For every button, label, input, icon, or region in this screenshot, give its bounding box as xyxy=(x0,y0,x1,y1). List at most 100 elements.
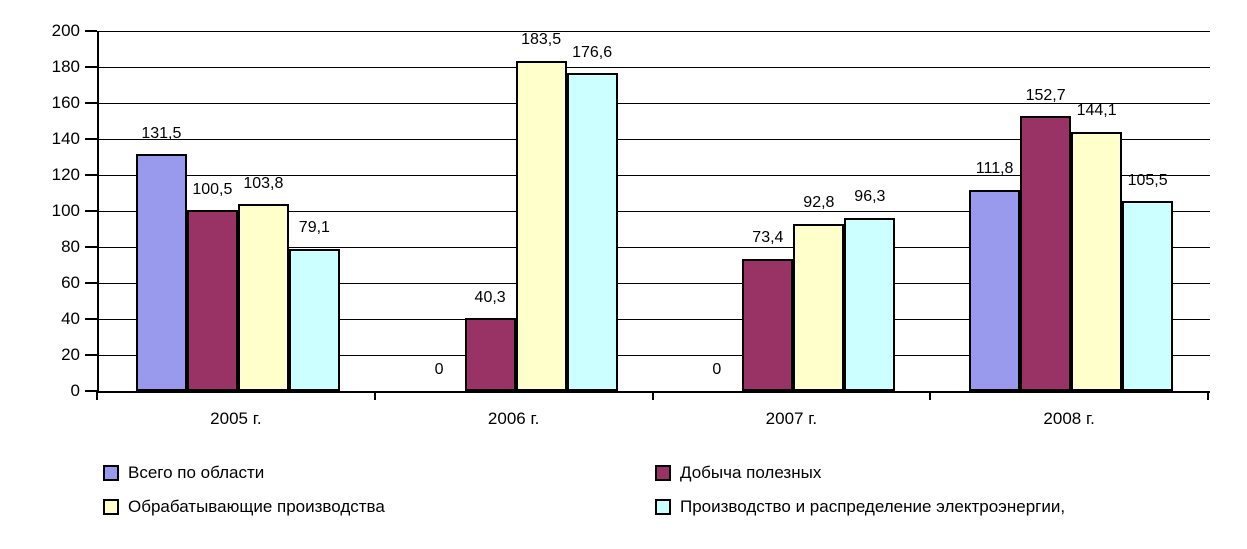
gridline-40 xyxy=(99,319,1210,320)
bar-2007 г.-series-2 xyxy=(793,223,845,391)
bar-value-label: 79,1 xyxy=(298,219,330,237)
y-tick-mark-40 xyxy=(85,318,97,320)
x-tick-mark-1 xyxy=(373,392,376,400)
bar-slot: 144,1 xyxy=(1071,31,1123,391)
x-category-label-2006 г.: 2006 г. xyxy=(487,409,540,428)
bar-2007 г.-series-1 xyxy=(742,258,794,391)
legend-item-3: Производство и распределение электроэнер… xyxy=(655,497,1223,517)
x-tick-mark-2 xyxy=(651,392,654,400)
legend-item-0: Всего по области xyxy=(103,463,655,483)
y-tick-label-100: 100 xyxy=(51,201,80,220)
bar-value-label: 40,3 xyxy=(474,288,506,306)
bar-value-label: 131,5 xyxy=(141,124,182,142)
y-tick-label-140: 140 xyxy=(51,129,80,148)
bar-slot: 40,3 xyxy=(464,31,516,391)
y-tick-label-180: 180 xyxy=(51,57,80,76)
bar-value-label: 0 xyxy=(712,361,722,379)
bar-slot: 176,6 xyxy=(566,31,618,391)
legend-label: Обрабатывающие производства xyxy=(128,497,385,516)
y-tick-label-0: 0 xyxy=(70,381,80,400)
gridline-20 xyxy=(99,355,1210,356)
x-tick-mark-3 xyxy=(929,392,932,400)
plot-area: 131,5 100,5 103,8 79,1 0 40,3 183,5 176,6 0 73,4 9… xyxy=(97,31,1210,393)
bar-value-label: 100,5 xyxy=(192,180,233,198)
bar-value-label: 92,8 xyxy=(803,194,835,212)
y-tick-mark-80 xyxy=(85,246,97,248)
y-tick-mark-200 xyxy=(85,30,97,32)
bar-slot: 131,5 xyxy=(135,31,187,391)
bar-value-label: 105,5 xyxy=(1127,171,1168,189)
bar-2005 г.-series-2 xyxy=(237,204,289,391)
bar-2008 г.-series-0 xyxy=(969,189,1021,391)
gridline-100 xyxy=(99,211,1210,212)
bar-slot: 152,7 xyxy=(1020,31,1072,391)
bar-value-label: 103,8 xyxy=(243,174,284,192)
y-tick-mark-160 xyxy=(85,102,97,104)
y-tick-mark-0 xyxy=(85,390,97,392)
bar-2006 г.-series-3 xyxy=(566,73,618,391)
legend-label: Производство и распределение электроэнер… xyxy=(680,497,1066,516)
bar-2006 г.-series-1 xyxy=(464,318,516,391)
category-group-2006 г.: 0 40,3 183,5 176,6 xyxy=(377,31,655,391)
bar-value-label: 96,3 xyxy=(854,188,886,206)
x-category-label-2005 г.: 2005 г. xyxy=(210,409,262,428)
legend: Всего по области Добыча полезных Обрабатыв… xyxy=(103,463,1223,517)
y-tick-mark-120 xyxy=(85,174,97,176)
legend-label: Всего по области xyxy=(128,463,265,482)
bar-value-label: 73,4 xyxy=(752,229,784,247)
bar-value-label: 152,7 xyxy=(1025,86,1066,104)
bar-value-label: 176,6 xyxy=(572,43,613,61)
y-tick-label-40: 40 xyxy=(61,309,80,328)
category-group-2008 г.: 111,8 152,7 144,1 105,5 xyxy=(932,31,1210,391)
x-category-label-2008 г.: 2008 г. xyxy=(1043,409,1095,428)
legend-swatch-icon xyxy=(103,465,119,481)
bar-slot: 79,1 xyxy=(288,31,340,391)
bar-slot: 183,5 xyxy=(515,31,567,391)
gridline-120 xyxy=(99,175,1210,176)
bar-value-label: 0 xyxy=(434,361,444,379)
y-tick-mark-140 xyxy=(85,138,97,140)
bar-slot: 92,8 xyxy=(793,31,845,391)
y-tick-label-60: 60 xyxy=(61,273,80,292)
y-tick-label-120: 120 xyxy=(51,165,80,184)
gridline-160 xyxy=(99,103,1210,104)
category-group-2007 г.: 0 73,4 92,8 96,3 xyxy=(655,31,933,391)
bar-value-label: 183,5 xyxy=(521,31,562,49)
bar-slot: 103,8 xyxy=(237,31,289,391)
bar-slot: 96,3 xyxy=(844,31,896,391)
legend-swatch-icon xyxy=(103,499,119,515)
bar-slot: 0 xyxy=(691,31,742,391)
legend-item-2: Обрабатывающие производства xyxy=(103,497,655,517)
bar-slot: 0 xyxy=(414,31,465,391)
bar-slot: 100,5 xyxy=(186,31,238,391)
bar-2006 г.-series-2 xyxy=(515,60,567,391)
y-tick-mark-180 xyxy=(85,66,97,68)
gridline-140 xyxy=(99,139,1210,140)
y-tick-label-20: 20 xyxy=(61,345,80,364)
bar-2005 г.-series-3 xyxy=(288,248,340,391)
gridline-60 xyxy=(99,283,1210,284)
bar-slot: 73,4 xyxy=(742,31,794,391)
gridline-200 xyxy=(99,31,1210,32)
bar-2008 г.-series-3 xyxy=(1122,201,1174,391)
bar-2005 г.-series-1 xyxy=(186,210,238,391)
legend-swatch-icon xyxy=(655,465,671,481)
bar-slot: 105,5 xyxy=(1122,31,1174,391)
y-tick-mark-60 xyxy=(85,282,97,284)
category-group-2005 г.: 131,5 100,5 103,8 79,1 xyxy=(99,31,377,391)
bar-2005 г.-series-0 xyxy=(135,154,187,391)
bar-2008 г.-series-2 xyxy=(1071,131,1123,391)
x-tick-mark-4 xyxy=(1207,392,1209,400)
gridline-80 xyxy=(99,247,1210,248)
y-tick-mark-100 xyxy=(85,210,97,212)
legend-item-1: Добыча полезных xyxy=(655,463,1223,483)
bar-slot: 111,8 xyxy=(969,31,1021,391)
y-tick-label-80: 80 xyxy=(61,237,80,256)
y-tick-label-200: 200 xyxy=(51,21,80,40)
gridline-180 xyxy=(99,67,1210,68)
legend-swatch-icon xyxy=(655,499,671,515)
x-category-label-2007 г.: 2007 г. xyxy=(765,409,818,428)
x-tick-mark-0 xyxy=(96,392,98,400)
bar-2008 г.-series-1 xyxy=(1020,116,1072,391)
